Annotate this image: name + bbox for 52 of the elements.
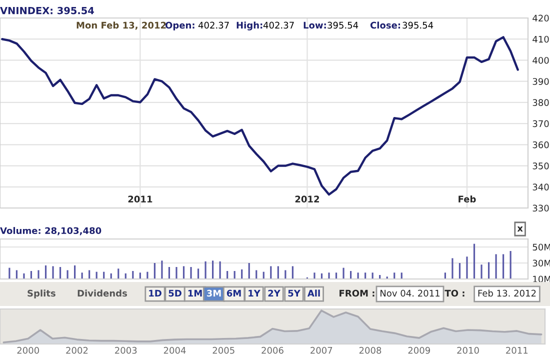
annotation: 402.37 <box>198 22 229 29</box>
text: Splits <box>28 290 56 298</box>
text: Nov 04. 2011 <box>380 290 440 297</box>
text: TO : <box>444 290 464 297</box>
y-tick-label: 420 <box>532 14 549 22</box>
y-tick-label: 410 <box>532 36 549 43</box>
line-series <box>1 36 519 196</box>
y-tick-label: 340 <box>532 184 549 190</box>
text: 1M <box>188 290 202 296</box>
x-tick-label: 2007 <box>310 346 332 354</box>
y-tick-label: 380 <box>532 99 549 106</box>
text: 2Y <box>268 290 280 296</box>
x-tick-label: 2008 <box>359 346 382 354</box>
x-tick-label: 2011 <box>506 346 528 354</box>
x-tick-label: 2009 <box>408 346 430 354</box>
x-tick-label: 2012 <box>295 196 319 202</box>
annotation: Mon Feb 13, 2012 <box>76 22 166 30</box>
text: 5D <box>168 290 182 297</box>
text: 6M <box>226 290 241 297</box>
annotation: 402.37 <box>263 22 294 29</box>
annotation: Open: <box>165 22 194 30</box>
text: FROM : <box>340 290 374 297</box>
text: 1Y <box>248 290 260 296</box>
text: 3M <box>206 290 221 297</box>
x-tick-label: Feb <box>458 196 476 202</box>
x-tick-label: 2002 <box>66 346 88 354</box>
y-tick-label: 330 <box>532 204 549 212</box>
x-tick-label: 2010 <box>457 346 479 354</box>
x-tick-label: 2006 <box>262 346 284 354</box>
annotation: Low: <box>304 22 326 29</box>
y-tick-label: 400 <box>532 56 549 64</box>
text: Feb 13. 2012 <box>478 290 536 297</box>
annotation: 395.54 <box>402 22 434 29</box>
y-tick-label: 390 <box>532 78 549 85</box>
text: x <box>517 226 523 232</box>
x-tick-label: 2005 <box>212 346 234 354</box>
y-tick-label: 360 <box>532 141 549 148</box>
x-tick-label: 2003 <box>115 346 137 354</box>
chart-title: Volume: 28,103,480 <box>0 227 102 236</box>
x-tick-label: 2000 <box>17 346 39 354</box>
text: 5Y <box>288 290 300 297</box>
annotation: 395.54 <box>328 22 358 29</box>
x-tick-label: 2004 <box>164 346 186 354</box>
text: 1D <box>149 290 162 296</box>
annotation: High: <box>236 22 262 30</box>
y-tick-label: 370 <box>532 120 549 128</box>
x-tick-label: 2011 <box>128 196 152 202</box>
annotation: Close: <box>370 22 400 29</box>
chart-title: VNINDEX: 395.54 <box>0 6 94 14</box>
text: Dividends <box>78 290 127 297</box>
text: All <box>307 290 320 296</box>
y-tick-label: 350 <box>532 162 549 170</box>
